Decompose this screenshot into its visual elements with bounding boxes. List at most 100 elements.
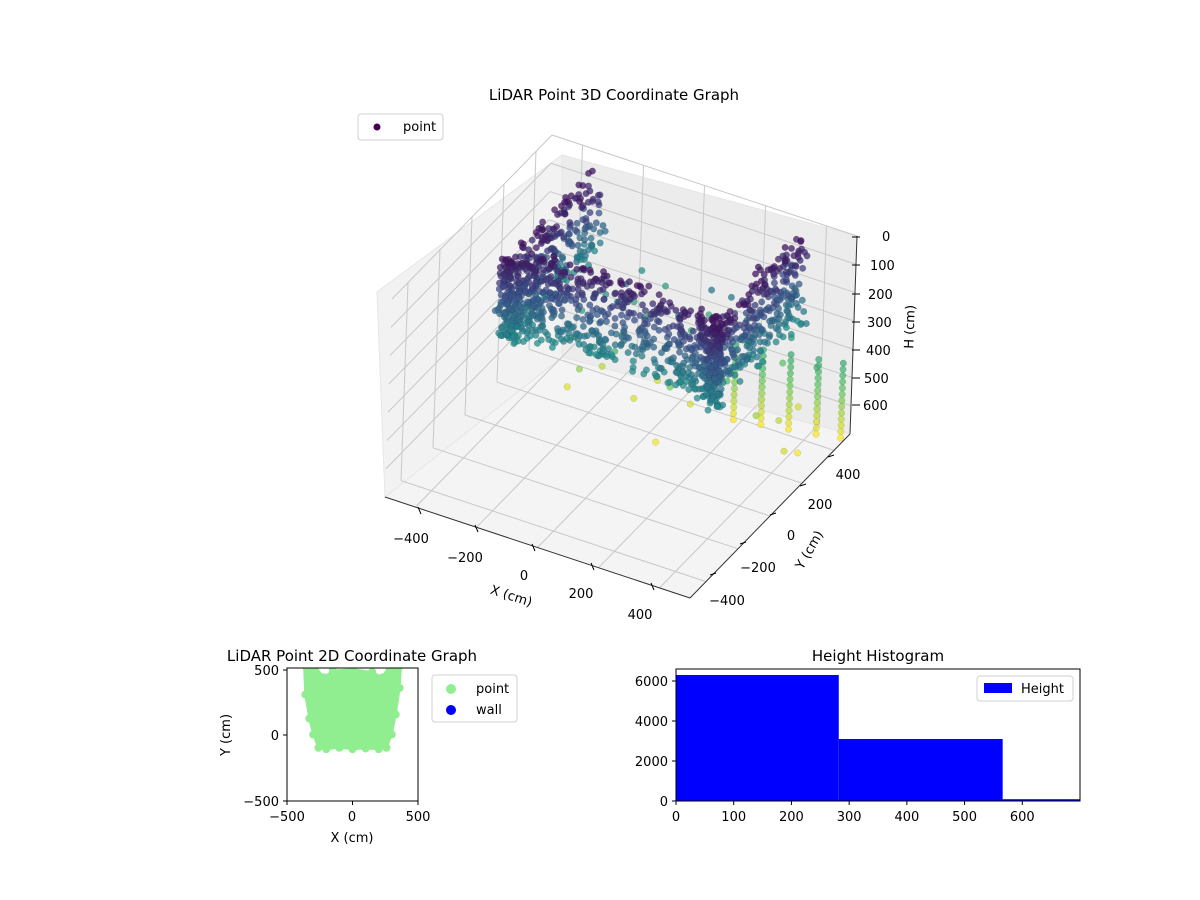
point-3d <box>785 413 793 421</box>
point-3d <box>533 339 541 347</box>
histogram-frame <box>675 668 1081 802</box>
point-3d <box>756 266 764 274</box>
point-3d <box>611 322 619 330</box>
point-2d <box>301 690 310 699</box>
point-3d <box>692 359 700 367</box>
point-3d <box>624 349 632 357</box>
point-3d <box>494 306 502 314</box>
point-3d <box>714 391 722 399</box>
point-3d <box>587 241 595 249</box>
legend-wall-label: wall <box>476 703 502 718</box>
point-3d <box>813 364 821 372</box>
h-tick-label: 200 <box>868 288 893 303</box>
point-3d <box>515 288 523 296</box>
point-3d <box>657 349 666 357</box>
point-3d <box>838 396 846 405</box>
histogram-x-tick-label: 200 <box>779 810 804 825</box>
grid-line <box>464 414 771 517</box>
point-3d <box>510 340 518 348</box>
point-3d <box>787 351 795 359</box>
point-3d <box>787 244 796 252</box>
y-tick-label-2d: 500 <box>254 664 279 679</box>
point-3d <box>787 363 795 371</box>
point-3d <box>563 320 571 328</box>
point-3d <box>792 299 800 307</box>
point-3d <box>770 279 778 287</box>
x-tick-label-2d: −500 <box>269 810 305 825</box>
point-3d <box>557 202 566 210</box>
point-3d <box>573 258 581 266</box>
point-3d <box>839 359 847 367</box>
h-tick-label: 100 <box>870 259 895 274</box>
point-3d <box>649 308 658 316</box>
point-3d <box>560 233 568 241</box>
point-3d <box>751 301 759 309</box>
point-3d <box>580 332 588 340</box>
point-3d <box>631 292 639 300</box>
point-3d <box>617 292 625 301</box>
point-3d <box>707 363 715 371</box>
point-3d <box>795 280 803 288</box>
point-3d <box>837 428 845 436</box>
point-3d <box>813 405 821 413</box>
legend-hist-box <box>976 675 1074 702</box>
point-3d <box>603 353 611 361</box>
point-3d <box>763 290 771 298</box>
point-3d <box>758 358 767 366</box>
point-3d <box>714 342 722 350</box>
legend-3d: point <box>357 113 444 141</box>
legend-3d-marker <box>373 123 381 131</box>
point-3d <box>729 409 738 417</box>
point-3d <box>624 334 633 342</box>
point-3d <box>784 308 792 316</box>
point-2d <box>361 744 370 753</box>
point-3d <box>595 209 603 217</box>
point-3d <box>741 300 749 309</box>
point-3d <box>753 353 761 361</box>
y-axis-label: Y (cm) <box>792 528 827 573</box>
point-3d <box>680 359 688 367</box>
point-3d <box>586 343 594 351</box>
point-3d <box>669 354 678 362</box>
point-3d <box>617 342 625 350</box>
point-3d <box>803 252 811 260</box>
legend-2d: point wall <box>431 674 518 723</box>
point-3d <box>749 314 757 322</box>
point-3d <box>759 371 767 379</box>
point-3d <box>519 261 527 269</box>
point-3d <box>759 284 767 292</box>
point-3d <box>766 331 774 339</box>
point-3d <box>614 302 622 310</box>
point-3d <box>625 278 633 286</box>
y-tick-label: 200 <box>808 498 833 513</box>
point-3d <box>786 382 794 390</box>
grid-line <box>548 219 855 322</box>
point-3d <box>664 379 672 387</box>
point-3d <box>813 411 821 419</box>
point-3d <box>630 316 639 324</box>
point-3d <box>507 304 515 312</box>
legend-point-label: point <box>476 682 509 697</box>
chart-2d-title: LiDAR Point 2D Coordinate Graph <box>227 647 477 665</box>
point-3d <box>837 421 845 429</box>
point-3d <box>814 380 822 388</box>
point-3d <box>773 310 781 318</box>
point-3d <box>557 328 566 336</box>
point-3d <box>590 277 598 286</box>
x-tick-label-2d: 500 <box>406 810 431 825</box>
point-3d <box>617 311 626 319</box>
point-2d <box>348 745 357 754</box>
legend-3d-box <box>357 113 444 141</box>
point-2d <box>322 745 331 754</box>
point-3d <box>580 295 588 303</box>
point-3d <box>502 330 510 338</box>
point-3d <box>537 239 545 248</box>
point-3d <box>497 298 505 306</box>
legend-3d-label: point <box>403 120 436 135</box>
point-3d <box>758 377 766 385</box>
point-3d <box>592 350 600 359</box>
point-3d <box>539 288 548 296</box>
point-3d <box>495 285 503 293</box>
point-3d <box>724 318 732 326</box>
point-3d <box>581 225 589 233</box>
